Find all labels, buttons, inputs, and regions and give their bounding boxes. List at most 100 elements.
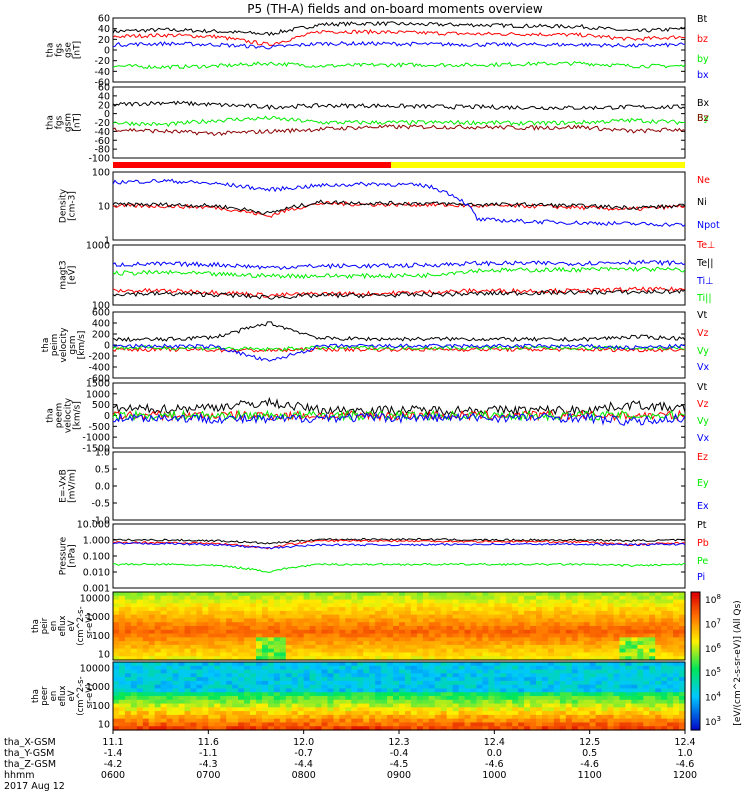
spectrogram-cell bbox=[339, 629, 346, 635]
spectrogram-cell bbox=[434, 607, 442, 612]
spectrogram-cell bbox=[279, 711, 287, 716]
colorbar-tick-label: 106 bbox=[705, 642, 721, 655]
spectrogram-cell bbox=[524, 696, 531, 701]
spectrogram-cell bbox=[500, 656, 507, 661]
spectrogram-cell bbox=[410, 610, 418, 616]
spectrogram-cell bbox=[589, 662, 597, 667]
spectrogram-cell bbox=[601, 703, 609, 708]
spectrogram-cell bbox=[220, 707, 227, 712]
spectrogram-cell bbox=[136, 614, 144, 620]
spectrogram-cell bbox=[583, 641, 591, 646]
spectrogram-cell bbox=[506, 677, 513, 682]
spectrogram-cell bbox=[500, 599, 507, 604]
spectrogram-cell bbox=[226, 614, 233, 620]
spectrogram-cell bbox=[190, 592, 198, 597]
spectrogram-cell bbox=[470, 595, 478, 601]
spectrogram-cell bbox=[565, 680, 573, 686]
spectrogram-cell bbox=[518, 599, 525, 604]
spectrogram-cell bbox=[404, 684, 412, 690]
spectrogram-cell bbox=[595, 607, 603, 612]
spectrogram-cell bbox=[547, 699, 555, 705]
spectrogram-cell bbox=[369, 662, 376, 667]
spectrogram-cell bbox=[601, 629, 609, 635]
spectrogram-cell bbox=[434, 684, 442, 690]
spectrogram-cell bbox=[679, 692, 686, 697]
colorbar-cell bbox=[691, 663, 700, 667]
spectrogram-cell bbox=[375, 714, 382, 720]
spectrogram-cell bbox=[393, 714, 400, 720]
spectrogram-cell bbox=[339, 610, 346, 616]
spectrogram-cell bbox=[553, 669, 561, 674]
spectrogram-cell bbox=[142, 699, 150, 705]
spectrogram-cell bbox=[613, 714, 621, 720]
spectrogram-cell bbox=[238, 677, 245, 682]
spectrogram-cell bbox=[285, 626, 293, 631]
spectrogram-cell bbox=[333, 641, 341, 646]
spectrogram-cell bbox=[339, 592, 346, 597]
spectrogram-cell bbox=[446, 684, 454, 690]
spectrogram-cell bbox=[261, 637, 269, 642]
spectrogram-cell bbox=[148, 696, 156, 701]
legend-fgs-1: bz bbox=[697, 34, 708, 45]
spectrogram-cell bbox=[673, 680, 680, 686]
spectrogram-cell bbox=[434, 610, 442, 616]
spectrogram-cell bbox=[363, 633, 370, 638]
colorbar-cell bbox=[691, 635, 700, 639]
spectrogram-cell bbox=[220, 618, 227, 623]
spectrogram-cell bbox=[291, 677, 299, 682]
spectrogram-cell bbox=[440, 656, 448, 661]
y-tick-label: -400 bbox=[88, 363, 110, 374]
spectrogram-cell bbox=[273, 707, 281, 712]
spectrogram-cell bbox=[506, 711, 513, 716]
spectrogram-cell bbox=[524, 688, 531, 693]
spectrogram-cell bbox=[577, 692, 585, 697]
series-line-temperature-Ti⊥ bbox=[113, 259, 685, 271]
spectrogram-cell bbox=[661, 633, 668, 638]
spectrogram-cell bbox=[607, 662, 615, 667]
y-axis-label: peer bbox=[40, 686, 50, 706]
spectrogram-cell bbox=[184, 714, 192, 720]
spectrogram-cell bbox=[148, 677, 156, 682]
spectrogram-cell bbox=[422, 684, 430, 690]
status-segment-1 bbox=[391, 162, 685, 168]
spectrogram-cell bbox=[232, 703, 239, 708]
spectrogram-cell bbox=[410, 696, 418, 701]
spectrogram-cell bbox=[333, 680, 341, 686]
spectrogram-cell bbox=[512, 610, 519, 616]
spectrogram-cell bbox=[113, 599, 120, 604]
spectrogram-cell bbox=[387, 644, 394, 650]
spectrogram-cell bbox=[285, 726, 293, 731]
spectrogram-cell bbox=[351, 673, 358, 678]
spectrogram-cell bbox=[309, 699, 317, 705]
spectrogram-cell bbox=[196, 644, 203, 650]
spectrogram-cell bbox=[631, 592, 638, 597]
panel-frame bbox=[112, 451, 686, 521]
spectrogram-cell bbox=[172, 652, 180, 657]
spectrogram-cell bbox=[357, 618, 364, 623]
spectrogram-cell bbox=[118, 669, 126, 674]
spectrogram-cell bbox=[404, 692, 412, 697]
status-segment-0 bbox=[113, 162, 392, 168]
spectrogram-cell bbox=[244, 626, 251, 631]
spectrogram-cell bbox=[387, 684, 394, 690]
spectrogram-cell bbox=[470, 599, 478, 604]
spectrogram-cell bbox=[113, 626, 120, 631]
spectrogram-cell bbox=[279, 603, 287, 608]
spectrogram-cell bbox=[250, 699, 257, 705]
spectrogram-cell bbox=[393, 652, 400, 657]
spectrogram-cell bbox=[619, 622, 627, 627]
spectrogram-cell bbox=[113, 637, 120, 642]
spectrogram-cell bbox=[339, 644, 346, 650]
spectrogram-cell bbox=[679, 644, 686, 650]
spectrogram-cell bbox=[136, 692, 144, 697]
spectrogram-cell bbox=[577, 699, 585, 705]
spectrogram-cell bbox=[381, 595, 388, 601]
colorbar-cell bbox=[691, 610, 700, 614]
spectrogram-cell bbox=[303, 614, 311, 620]
spectrogram-cell bbox=[166, 622, 174, 627]
spectrogram-cell bbox=[601, 610, 609, 616]
spectrogram-cell bbox=[315, 673, 323, 678]
spectrogram-cell bbox=[399, 722, 406, 727]
spectrogram-cell bbox=[333, 603, 341, 608]
spectrogram-cell bbox=[315, 637, 323, 642]
